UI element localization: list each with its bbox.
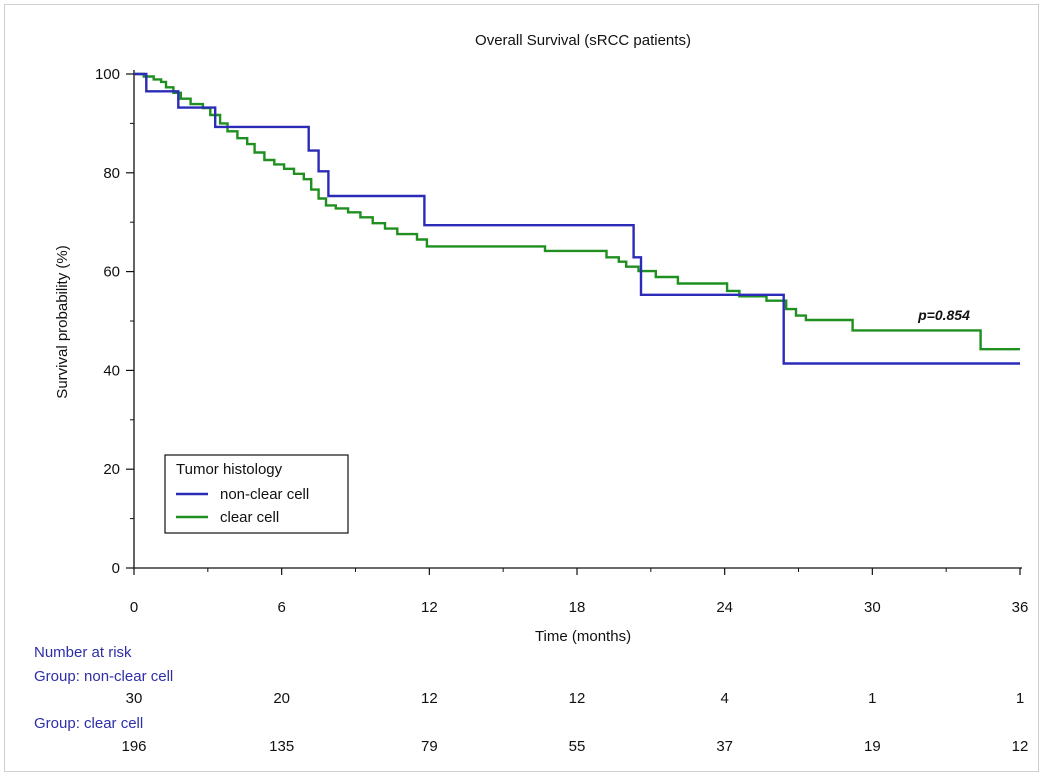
risk-count-0-3: 12 [568,690,586,707]
legend-label-clear-cell: clear cell [220,509,279,526]
y-tick-label-60: 60 [103,264,120,281]
chart-title: Overall Survival (sRCC patients) [475,32,691,49]
risk-group-label-non-clear-cell: Group: non-clear cell [34,668,174,685]
y-axis-label: Survival probability (%) [54,245,71,398]
risk-count-1-6: 12 [1011,738,1029,755]
y-tick-label-80: 80 [103,165,120,182]
figure-frame [4,4,1039,772]
x-tick-label-0: 0 [130,599,138,616]
y-tick-label-0: 0 [112,560,120,577]
risk-count-1-1: 135 [269,738,295,755]
legend-title: Tumor histology [176,461,283,478]
axes: 0 6 12 18 24 30 36 0 20 40 60 80 100 [95,66,1028,616]
x-axis-label: Time (months) [535,628,631,645]
x-tick-label-30: 30 [864,599,881,616]
risk-count-0-6: 1 [1015,690,1025,707]
survival-curves [134,72,1020,365]
x-tick-label-12: 12 [421,599,438,616]
risk-count-1-3: 55 [568,738,586,755]
p-value-annotation: p=0.854 [917,307,970,323]
number-at-risk-heading: Number at risk [34,644,132,661]
y-tick-label-100: 100 [95,66,120,83]
risk-count-0-5: 1 [868,690,877,707]
survival-curve-non-clear-cell [134,72,1020,365]
x-tick-label-36: 36 [1012,599,1029,616]
risk-count-1-2: 79 [420,738,438,755]
risk-count-0-1: 20 [273,690,290,707]
x-tick-label-18: 18 [569,599,586,616]
y-tick-label-20: 20 [103,461,120,478]
risk-count-0-4: 4 [720,690,729,707]
x-tick-label-24: 24 [716,599,733,616]
risk-count-0-0: 30 [125,690,143,707]
survival-curve-clear-cell [134,72,1020,351]
y-tick-label-40: 40 [103,362,120,379]
risk-count-1-4: 37 [716,738,733,755]
risk-count-1-0: 196 [121,738,147,755]
risk-count-1-5: 19 [863,738,881,755]
risk-count-0-2: 12 [420,690,438,707]
legend-label-non-clear-cell: non-clear cell [220,486,309,503]
risk-group-label-clear-cell: Group: clear cell [34,715,144,732]
x-tick-label-6: 6 [277,599,285,616]
legend: Tumor histology non-clear cell clear cel… [164,454,349,534]
